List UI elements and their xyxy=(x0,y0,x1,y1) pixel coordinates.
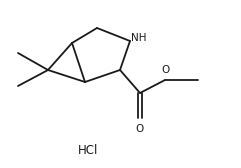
Text: O: O xyxy=(161,65,169,75)
Text: O: O xyxy=(136,124,144,134)
Text: NH: NH xyxy=(131,33,147,43)
Text: HCl: HCl xyxy=(78,143,98,157)
